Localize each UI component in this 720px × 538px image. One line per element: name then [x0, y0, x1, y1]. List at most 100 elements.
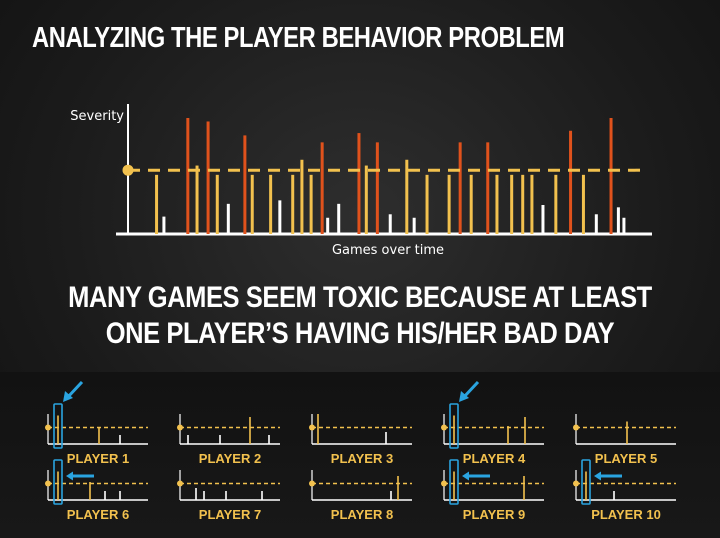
player-bar-2: [507, 426, 509, 444]
player-label: PLAYER 5: [595, 451, 657, 466]
player-bar-1: [195, 488, 197, 500]
bar-30: [510, 174, 514, 234]
player-label: PLAYER 1: [67, 451, 129, 466]
arrow-head-icon: [66, 471, 73, 481]
player-label: PLAYER 9: [463, 507, 525, 522]
player-chart-9: PLAYER 9: [441, 459, 544, 522]
player-bar-3: [249, 417, 251, 444]
bar-40: [622, 217, 626, 234]
player-bar-1: [317, 414, 319, 444]
arrow-head-icon: [594, 471, 601, 481]
headline-line-2: ONE PLAYER’S HAVING HIS/HER BAD DAY: [105, 317, 615, 350]
bar-19: [364, 165, 368, 234]
player-highlight-box: [449, 459, 459, 505]
headline-line-1: MANY GAMES SEEM TOXIC BECAUSE AT LEAST: [68, 281, 652, 314]
bar-28: [486, 142, 490, 234]
bar-10: [269, 174, 273, 234]
bar-23: [412, 217, 416, 234]
player-spike-bar: [453, 415, 455, 444]
player-threshold-marker: [45, 480, 51, 487]
player-chart-7: PLAYER 7: [177, 470, 280, 522]
player-highlight-box: [53, 459, 63, 505]
player-label: PLAYER 3: [331, 451, 393, 466]
player-label: PLAYER 7: [199, 507, 261, 522]
player-chart-6: PLAYER 6: [45, 459, 148, 522]
bar-4: [195, 165, 199, 234]
x-axis-label: Games over time: [332, 243, 444, 258]
player-chart-8: PLAYER 8: [309, 470, 412, 522]
player-chart-2: PLAYER 2: [177, 414, 280, 466]
player-bar-2: [89, 482, 91, 500]
bar-5: [206, 121, 210, 234]
bar-3: [186, 118, 190, 234]
player-chart-1: PLAYER 1: [45, 380, 148, 466]
threshold-marker: [122, 164, 134, 176]
player-label: PLAYER 4: [463, 451, 526, 466]
player-bar-4: [268, 435, 270, 444]
player-label: PLAYER 8: [331, 507, 393, 522]
player-bar-2: [203, 491, 205, 500]
player-highlight-box: [449, 403, 459, 449]
bar-32: [530, 174, 534, 234]
player-bar-3: [524, 417, 526, 444]
player-threshold-marker: [441, 424, 447, 431]
bar-15: [320, 142, 324, 234]
bar-34: [554, 174, 558, 234]
bar-17: [337, 203, 341, 234]
bar-1: [155, 174, 159, 234]
player-bar-2: [385, 432, 387, 444]
bar-39: [616, 207, 620, 234]
bar-33: [541, 205, 545, 234]
bar-25: [447, 174, 451, 234]
bar-18: [357, 133, 361, 234]
bar-2: [162, 216, 166, 234]
bar-14: [309, 174, 313, 234]
player-chart-5: PLAYER 5: [573, 414, 676, 466]
player-bar-2: [523, 476, 525, 500]
bar-11: [278, 200, 282, 234]
player-highlight-box: [581, 459, 591, 505]
severity-chart: Severity Games over time: [122, 118, 646, 258]
player-bar-4: [119, 491, 121, 500]
player-threshold-marker: [573, 424, 579, 431]
bar-9: [250, 174, 254, 234]
page-title: ANALYZING THE PLAYER BEHAVIOR PROBLEM: [32, 22, 565, 54]
bar-12: [291, 174, 295, 234]
player-chart-10: PLAYER 10: [573, 459, 676, 522]
player-bar-2: [219, 435, 221, 444]
bar-20: [375, 142, 379, 234]
bar-21: [388, 214, 392, 234]
bar-31: [521, 174, 525, 234]
player-bar-3: [119, 435, 121, 444]
player-label: PLAYER 6: [67, 507, 129, 522]
player-threshold-marker: [441, 480, 447, 487]
bar-36: [581, 174, 585, 234]
bar-37: [594, 214, 598, 234]
player-small-multiples: PLAYER 1 PLAYER 2 PLAYER 3 PLAYER 4 PLAYER 5…: [45, 380, 676, 522]
bar-35: [569, 130, 573, 234]
headline: MANY GAMES SEEM TOXIC BECAUSE AT LEAST O…: [0, 280, 720, 352]
player-bar-2: [397, 476, 399, 500]
bar-8: [243, 135, 247, 234]
bar-29: [495, 174, 499, 234]
arrow-head-icon: [63, 391, 73, 402]
player-bar-1: [187, 435, 189, 444]
player-threshold-marker: [177, 480, 183, 487]
player-threshold-marker: [45, 424, 51, 431]
player-label: PLAYER 10: [591, 507, 661, 522]
player-spike-bar: [57, 471, 59, 500]
player-spike-bar: [585, 471, 587, 500]
player-threshold-marker: [309, 480, 315, 487]
arrow-head-icon: [462, 471, 469, 481]
arrow-head-icon: [459, 391, 469, 402]
player-threshold-marker: [177, 424, 183, 431]
bar-13: [300, 159, 304, 234]
bar-22: [405, 159, 409, 234]
player-bar-2: [98, 427, 100, 444]
player-threshold-marker: [573, 480, 579, 487]
player-spike-bar: [57, 415, 59, 444]
bar-16: [326, 217, 330, 234]
player-bar-2: [613, 491, 615, 500]
player-panel-background: [0, 372, 720, 538]
player-highlight-box: [53, 403, 63, 449]
